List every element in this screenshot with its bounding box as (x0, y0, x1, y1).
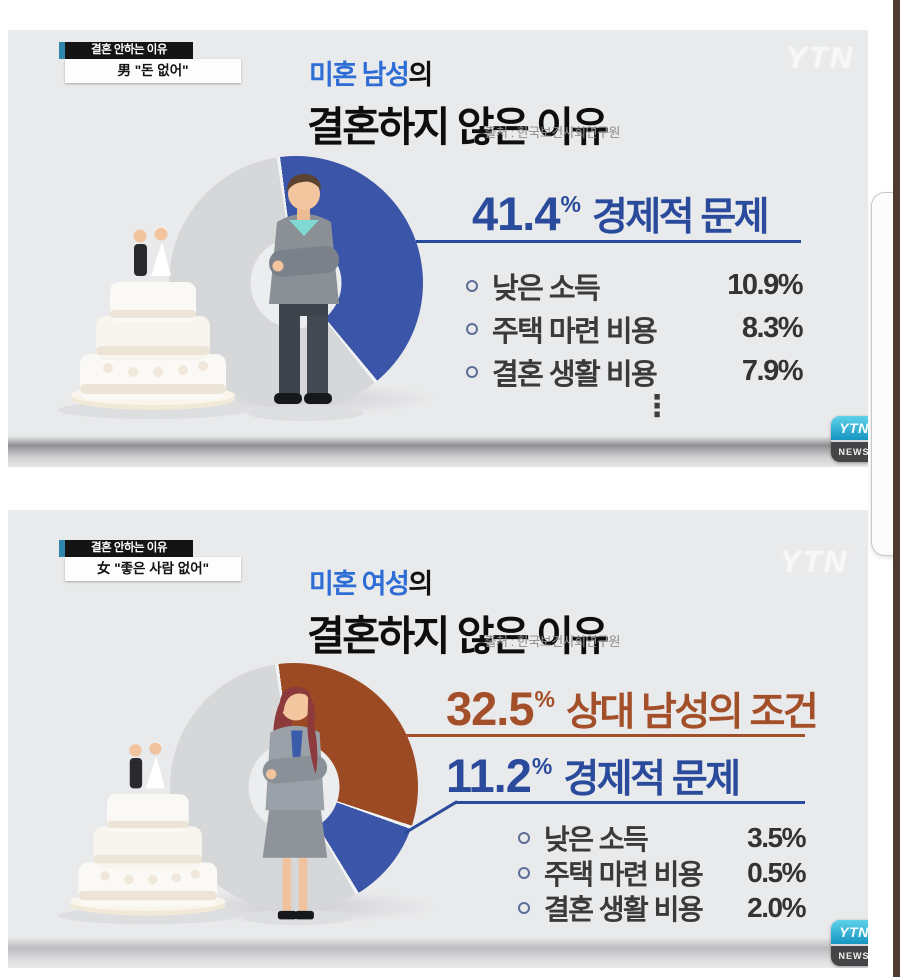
groom-figure (269, 174, 340, 404)
ytn-news-logo: YTN NEWS (831, 920, 868, 966)
cake-topper-couple (129, 741, 165, 789)
title-highlight: 미혼 남성 (309, 60, 410, 91)
stat-unit: % (534, 686, 555, 712)
news-graphic-panel-women: YTN 결혼 안하는 이유 女 "좋은 사람 없어" 미혼 여성의 결혼하지 않… (8, 510, 868, 968)
source-caption: 출처 : 한국보건사회연구원 (484, 125, 621, 140)
groom-and-cake-illustration (58, 174, 363, 421)
title-suffix: 의 (408, 569, 433, 600)
badge-quote-label: 女 "좋은 사람 없어" (65, 557, 241, 581)
ytn-watermark: YTN (780, 544, 848, 579)
item-value: 8.3% (741, 312, 804, 344)
stat-label: 상대 남성의 조건 (565, 691, 819, 734)
stat-unit: % (531, 753, 553, 779)
stat-number: 32.5 (446, 682, 534, 735)
stat-label: 경제적 문제 (563, 758, 741, 801)
wedding-cake (71, 226, 235, 410)
list-item: 낮은 소득 10.9% (466, 264, 803, 307)
list-item: 낮은 소득 3.5% (518, 820, 806, 855)
news-logo-text: NEWS (831, 944, 868, 966)
list-item: 결혼 생활 비용 7.9% (466, 350, 804, 393)
breakdown-list: 낮은 소득 3.5% 주택 마련 비용 0.5% 결혼 생활 비용 2.0% (518, 820, 806, 925)
source-caption: 출처 : 한국보건사회연구원 (484, 634, 621, 649)
bullet-icon (518, 831, 530, 844)
item-label: 주택 마련 비용 (492, 315, 658, 348)
stat-unit: % (560, 191, 581, 217)
video-fade-band (8, 436, 868, 467)
leader-line-economic (455, 801, 805, 804)
item-value: 3.5% (747, 821, 806, 853)
lower-third-badge: 결혼 안하는 이유 女 "좋은 사람 없어" (59, 540, 299, 582)
news-graphic-panel-men: YTN 결혼 안하는 이유 男 "돈 없어" 미혼 남성의 결혼하지 않은 이유… (8, 30, 868, 467)
bullet-icon (518, 866, 530, 879)
title-suffix: 의 (408, 60, 433, 91)
badge-topic-label: 결혼 안하는 이유 (65, 540, 193, 557)
panel-title-line2: 결혼하지 않은 이유 (307, 613, 609, 660)
badge-accent-bar (59, 42, 65, 59)
item-label: 결혼 생활 비용 (544, 893, 704, 925)
badge-accent-bar (59, 540, 65, 557)
more-items-ellipsis: ⋮ (642, 390, 672, 423)
breakdown-list: 낮은 소득 10.9% 주택 마련 비용 8.3% 결혼 생활 비용 7.9% (466, 264, 804, 393)
stat-number: 41.4 (472, 187, 560, 240)
video-fade-band (8, 937, 868, 968)
bride-and-cake-illustration (57, 686, 352, 926)
stat-heading-economic: 41.4 % 경제적 문제 (472, 187, 770, 240)
bride-figure (262, 686, 328, 920)
item-label: 주택 마련 비용 (544, 858, 704, 890)
list-item: 주택 마련 비용 0.5% (518, 855, 806, 890)
lower-third-badge: 결혼 안하는 이유 男 "돈 없어" (59, 42, 299, 84)
item-value: 0.5% (747, 856, 806, 888)
panel-title-line2: 결혼하지 않은 이유 (307, 104, 609, 151)
title-highlight: 미혼 여성 (309, 569, 410, 600)
stat-label: 경제적 문제 (591, 196, 770, 239)
cake-topper-couple (133, 226, 171, 276)
wedding-cake (69, 741, 226, 916)
item-value: 7.9% (741, 355, 804, 387)
badge-quote-label: 男 "돈 없어" (65, 59, 241, 83)
item-label: 낮은 소득 (492, 272, 601, 305)
list-item: 결혼 생활 비용 2.0% (518, 890, 806, 925)
ytn-logo-text: YTN (831, 416, 868, 441)
leader-line-economic (416, 240, 801, 243)
bullet-icon (466, 365, 478, 378)
badge-topic-label: 결혼 안하는 이유 (65, 42, 193, 59)
stat-heading-partner-condition: 32.5 % 상대 남성의 조건 (446, 682, 819, 735)
panel-title-line1: 미혼 남성의 (309, 60, 433, 91)
man-ground-shadow (247, 405, 363, 421)
panel-title-line1: 미혼 여성의 (309, 569, 433, 600)
screen-edge-stripe (893, 0, 900, 977)
bullet-icon (466, 322, 478, 335)
stat-heading-economic: 11.2 % 경제적 문제 (446, 749, 741, 802)
leader-line-partner-condition (405, 734, 805, 737)
ytn-watermark: YTN (786, 40, 854, 75)
ytn-logo-text: YTN (831, 920, 868, 945)
news-logo-text: NEWS (831, 440, 868, 462)
bullet-icon (518, 901, 530, 914)
list-item: 주택 마련 비용 8.3% (466, 307, 804, 350)
item-label: 낮은 소득 (544, 823, 649, 855)
item-value: 2.0% (747, 891, 806, 923)
bullet-icon (466, 279, 478, 292)
item-label: 결혼 생활 비용 (492, 358, 658, 391)
stat-number: 11.2 (446, 749, 532, 802)
item-value: 10.9% (727, 269, 803, 301)
ytn-news-logo: YTN NEWS (831, 416, 868, 462)
